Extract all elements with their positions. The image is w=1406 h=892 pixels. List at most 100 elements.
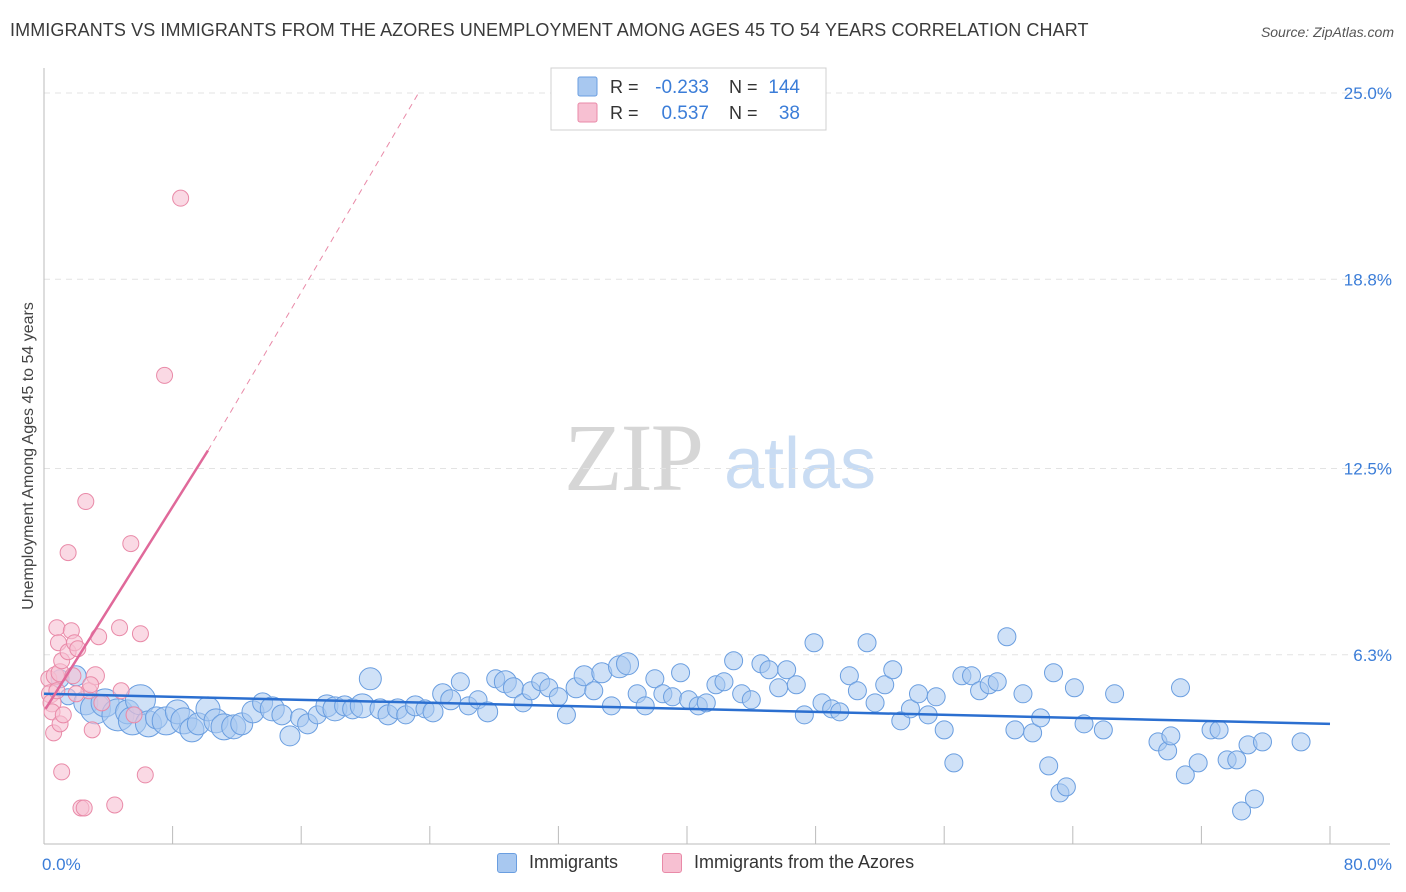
watermark-zip: ZIP — [564, 404, 702, 511]
stats-n-value-blue: 144 — [768, 77, 800, 98]
immigrants-point — [635, 696, 655, 716]
immigrants-point — [926, 687, 946, 707]
immigrants-point — [934, 720, 954, 740]
azores-point — [54, 706, 72, 724]
azores-trend-extension — [207, 92, 419, 451]
azores-point — [156, 366, 174, 384]
immigrants-point — [857, 633, 877, 653]
immigrants-point — [616, 652, 640, 676]
immigrants-point — [1232, 801, 1252, 821]
stats-r-value-pink: 0.537 — [661, 103, 709, 124]
immigrants-point — [804, 633, 824, 653]
azores-point — [172, 189, 190, 207]
x-tick-label-max: 80.0% — [1344, 855, 1392, 874]
immigrants-point — [1005, 720, 1025, 740]
immigrants-point — [663, 687, 683, 707]
azores-point — [125, 706, 143, 724]
legend-label-azores: Immigrants from the Azores — [694, 852, 915, 872]
legend-item-immigrants: Immigrants — [497, 852, 618, 873]
stats-legend: R = -0.233 N = 144 R = 0.537 N = 38 — [550, 67, 827, 131]
y-tick-label: 6.3% — [1353, 646, 1392, 665]
immigrants-point — [777, 660, 797, 680]
azores-point — [48, 619, 66, 637]
azores-point — [93, 694, 111, 712]
immigrants-point — [1244, 789, 1264, 809]
stats-n-label-pink: N = — [729, 103, 758, 123]
azores-point — [136, 766, 154, 784]
immigrants-point — [1056, 777, 1076, 797]
immigrants-point — [1044, 663, 1064, 683]
azores-point — [106, 796, 124, 814]
immigrants-point — [997, 627, 1017, 647]
immigrants-point — [279, 725, 301, 747]
immigrants-point — [1093, 720, 1113, 740]
azores-point — [131, 625, 149, 643]
immigrants-point — [271, 704, 293, 726]
watermark-atlas: atlas — [724, 424, 876, 504]
stats-r-label-pink: R = — [610, 103, 639, 123]
stats-legend-blue-swatch — [577, 76, 598, 97]
stats-n-label-blue: N = — [729, 77, 758, 97]
stats-r-value-blue: -0.233 — [655, 77, 709, 98]
azores-point — [59, 544, 77, 562]
immigrants-point — [962, 666, 982, 686]
azores-point — [122, 535, 140, 553]
chart-title: IMMIGRANTS VS IMMIGRANTS FROM THE AZORES… — [10, 20, 1089, 40]
x-tick-label-min: 0.0% — [42, 855, 81, 874]
azores-point — [75, 799, 93, 817]
azores-point — [53, 763, 71, 781]
azores-point — [82, 676, 100, 694]
immigrants-point — [714, 672, 734, 692]
immigrants-point — [1175, 765, 1195, 785]
immigrants-point — [908, 684, 928, 704]
legend-swatch-blue — [497, 852, 517, 873]
azores-point — [111, 619, 129, 637]
legend-swatch-pink — [662, 852, 682, 873]
immigrants-point — [1023, 723, 1043, 743]
azores-trend-line — [44, 449, 210, 710]
y-tick-label: 18.8% — [1344, 270, 1392, 289]
immigrants-point — [875, 675, 895, 695]
immigrants-point — [847, 681, 867, 701]
immigrants-point — [1064, 678, 1084, 698]
immigrants-point — [548, 687, 568, 707]
immigrants-point — [741, 690, 761, 710]
immigrants-point — [759, 660, 779, 680]
immigrants-point — [1171, 678, 1191, 698]
source-label: Source: ZipAtlas.com — [1260, 24, 1394, 40]
immigrants-point — [1209, 720, 1229, 740]
immigrants-point — [584, 681, 604, 701]
immigrants-trend-line — [43, 692, 1331, 726]
immigrants-point — [724, 651, 744, 671]
legend-label-immigrants: Immigrants — [529, 852, 619, 872]
stats-n-value-pink: 38 — [779, 103, 800, 124]
immigrants-point — [1105, 684, 1125, 704]
immigrants-point — [450, 672, 470, 692]
immigrants-point — [696, 693, 716, 713]
y-tick-label: 12.5% — [1344, 460, 1392, 479]
immigrants-point — [769, 678, 789, 698]
immigrants-point — [1013, 684, 1033, 704]
azores-point — [83, 721, 101, 739]
immigrants-point — [865, 693, 885, 713]
immigrants-point — [1161, 726, 1181, 746]
stats-r-label-blue: R = — [610, 77, 639, 97]
immigrants-point — [786, 675, 806, 695]
immigrants-point — [422, 701, 444, 723]
bottom-legend: Immigrants Immigrants from the Azores — [0, 852, 1406, 878]
legend-item-azores: Immigrants from the Azores — [662, 852, 914, 873]
immigrants-point — [987, 672, 1007, 692]
immigrants-point — [671, 663, 691, 683]
immigrants-point — [1188, 753, 1208, 773]
immigrants-point — [1291, 732, 1311, 752]
immigrants-point — [839, 666, 859, 686]
y-tick-label: 25.0% — [1344, 84, 1392, 103]
immigrants-point — [556, 705, 576, 725]
immigrants-point — [477, 701, 499, 723]
azores-point — [77, 493, 95, 511]
immigrants-point — [358, 667, 382, 691]
immigrants-point — [1252, 732, 1272, 752]
immigrants-point — [1227, 750, 1247, 770]
immigrants-point — [883, 660, 903, 680]
